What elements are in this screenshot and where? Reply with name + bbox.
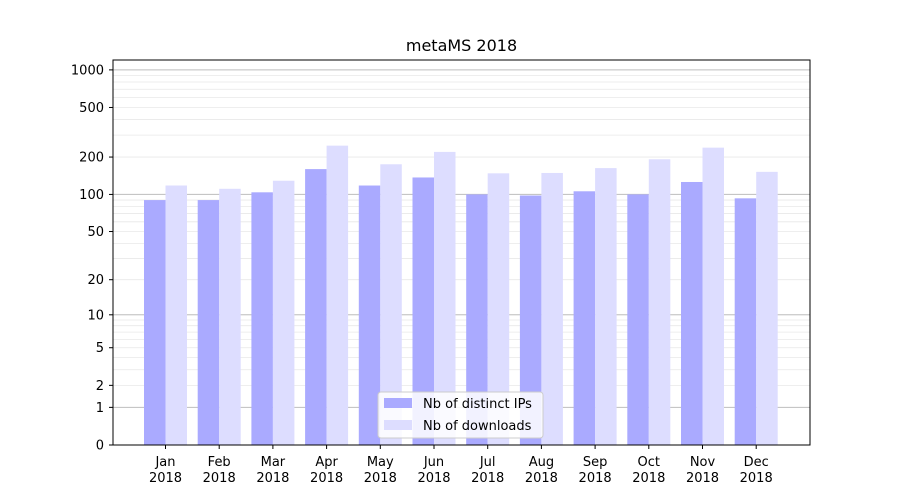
bar-downloads: [648, 159, 671, 445]
x-tick-label-month: Oct: [638, 455, 660, 470]
bar-distinct-ips: [251, 192, 273, 445]
bar-downloads: [219, 188, 241, 445]
bar-distinct-ips: [573, 191, 596, 445]
x-tick-label-month: Mar: [261, 455, 286, 470]
x-tick-label-year: 2018: [686, 471, 719, 486]
x-tick-label-year: 2018: [525, 471, 558, 486]
bar-downloads: [165, 185, 187, 445]
x-tick-label-month: Dec: [744, 455, 769, 470]
bar-distinct-ips: [197, 200, 220, 445]
bar-distinct-ips: [627, 194, 649, 445]
bar-downloads: [702, 147, 724, 446]
bar-distinct-ips: [519, 195, 542, 445]
y-tick-label: 50: [87, 225, 104, 240]
bars-layer: [144, 145, 778, 446]
bar-downloads: [272, 180, 295, 445]
bar-downloads: [434, 151, 456, 446]
y-tick-label: 2: [96, 379, 104, 394]
y-tick-label: 200: [79, 151, 104, 166]
legend-swatch-downloads: [384, 420, 412, 430]
x-tick-label-year: 2018: [203, 471, 236, 486]
bar-downloads: [595, 168, 617, 445]
y-tick-label: 20: [87, 273, 104, 288]
x-tick-label-year: 2018: [310, 471, 343, 486]
legend-box: [377, 391, 544, 439]
legend-label-distinct-ips: Nb of distinct IPs: [423, 397, 532, 412]
bar-distinct-ips: [412, 177, 434, 446]
legend: Nb of distinct IPs Nb of downloads: [377, 391, 544, 439]
legend-label-downloads: Nb of downloads: [423, 419, 532, 434]
x-tick-label-year: 2018: [740, 471, 773, 486]
plot-area-frame: [112, 59, 811, 446]
legend-swatch-distinct-ips: [384, 398, 412, 408]
bar-distinct-ips: [466, 194, 488, 445]
y-axis: 0 1 2 5 10 20 50 100 200 500 1000: [71, 63, 113, 454]
x-tick-label-month: Jan: [154, 455, 175, 470]
x-tick-label-month: May: [367, 455, 394, 470]
x-tick-label-year: 2018: [149, 471, 182, 486]
x-tick-label-year: 2018: [471, 471, 504, 486]
x-tick-label-year: 2018: [364, 471, 397, 486]
x-tick-label-year: 2018: [632, 471, 665, 486]
x-tick-label-month: Jul: [479, 455, 496, 470]
bar-downloads: [756, 171, 778, 445]
x-axis: Jan2018Feb2018Mar2018Apr2018May2018Jun20…: [149, 445, 773, 486]
x-tick-label-month: Sep: [583, 455, 608, 470]
x-tick-label-month: Aug: [529, 455, 554, 470]
y-tick-label: 500: [79, 101, 104, 116]
bar-downloads: [541, 172, 563, 445]
x-tick-label-month: Nov: [690, 455, 716, 470]
y-tick-label: 10: [87, 308, 104, 323]
y-tick-label: 5: [96, 341, 104, 356]
bar-distinct-ips: [734, 198, 757, 445]
x-tick-label-year: 2018: [256, 471, 289, 486]
y-tick-label: 100: [79, 188, 104, 203]
y-tick-label: 0: [96, 439, 104, 454]
y-tick-label: 1: [96, 401, 104, 416]
bar-downloads: [380, 164, 402, 445]
x-tick-label-month: Jun: [423, 455, 444, 470]
chart-title: metaMS 2018: [406, 36, 517, 55]
x-tick-label-month: Feb: [208, 455, 231, 470]
x-tick-label-year: 2018: [579, 471, 612, 486]
bar-distinct-ips: [358, 185, 381, 445]
bar-distinct-ips: [144, 200, 166, 445]
bar-downloads: [326, 145, 349, 446]
bar-distinct-ips: [305, 169, 327, 445]
bar-distinct-ips: [681, 181, 703, 445]
bar-downloads: [487, 173, 510, 445]
y-tick-label: 1000: [71, 63, 104, 78]
x-tick-label-month: Apr: [315, 455, 338, 470]
x-tick-label-year: 2018: [417, 471, 450, 486]
